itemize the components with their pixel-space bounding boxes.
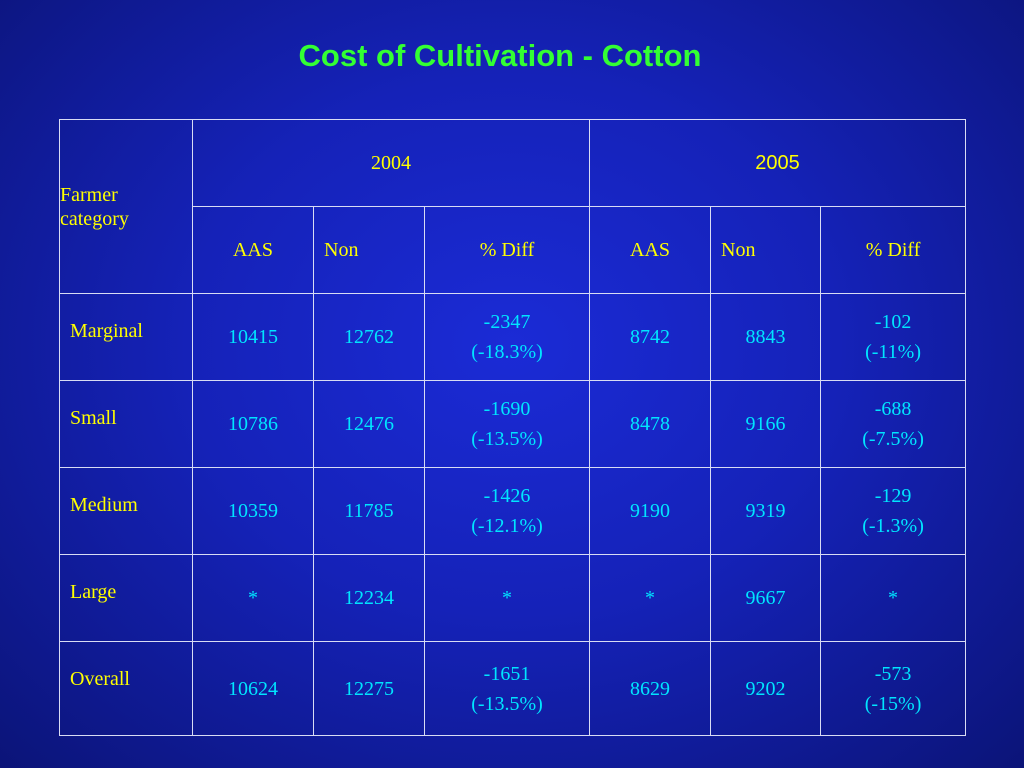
diff-percent: (-13.5%) xyxy=(471,428,543,450)
diff-value: -129 xyxy=(874,485,912,507)
diff-value: -1426 xyxy=(483,485,531,507)
cell-aas-2005: 8629 xyxy=(589,641,712,736)
cell-aas-2004: 10415 xyxy=(192,293,314,381)
subheader-diff-2004: % Diff xyxy=(423,206,591,294)
cost-table: Farmer category 2004 2005 AAS Non % Diff… xyxy=(59,119,967,736)
cell-non-2004: 12476 xyxy=(313,380,425,468)
cell-non-2004: 12234 xyxy=(313,554,425,642)
cell-diff-2005: -573 (-15%) xyxy=(820,641,967,736)
diff-value: -1651 xyxy=(483,662,531,685)
diff-value: -102 xyxy=(874,311,912,333)
cell-aas-2005: 8742 xyxy=(589,293,712,381)
diff-percent: (-18.3%) xyxy=(471,341,543,363)
cell-diff-2004: -1651 (-13.5%) xyxy=(423,641,591,736)
diff-percent: (-15%) xyxy=(864,692,922,715)
farmer-category-header: Farmer category xyxy=(59,119,193,294)
cell-aas-2005: 8478 xyxy=(589,380,712,468)
subheader-row: AAS Non % Diff AAS Non % Diff xyxy=(60,206,967,294)
cell-non-2004: 11785 xyxy=(313,467,425,555)
table-row: Large * 12234 * * 9667 * xyxy=(59,554,967,642)
cell-non-2005: 9166 xyxy=(710,380,822,468)
subheader-aas-2004: AAS xyxy=(192,206,314,294)
cell-aas-2004: * xyxy=(192,554,314,642)
row-label-medium: Medium xyxy=(59,467,193,555)
subheader-aas-2005: AAS xyxy=(589,206,712,294)
diff-percent: (-13.5%) xyxy=(471,692,543,715)
row-label-overall: Overall xyxy=(59,641,193,736)
cell-non-2004: 12762 xyxy=(313,293,425,381)
cell-diff-2004: -2347 (-18.3%) xyxy=(423,293,591,381)
subheader-non-2004: Non xyxy=(313,206,425,294)
row-label-large: Large xyxy=(59,554,193,642)
diff-percent: (-1.3%) xyxy=(862,515,924,537)
cell-aas-2004: 10359 xyxy=(192,467,314,555)
year-header-2004: 2004 xyxy=(191,119,591,207)
subheader-non-2005: Non xyxy=(710,206,822,294)
cell-diff-2004: -1426 (-12.1%) xyxy=(423,467,591,555)
slide-title: Cost of Cultivation - Cotton xyxy=(298,38,702,73)
diff-value: -573 xyxy=(874,662,912,685)
cell-aas-2005: * xyxy=(589,554,712,642)
cell-diff-2004: * xyxy=(423,554,591,642)
diff-percent: (-7.5%) xyxy=(862,428,924,450)
subheader-diff-2005: % Diff xyxy=(820,206,967,294)
table-row: Small 10786 12476 -1690 (-13.5%) 8478 916… xyxy=(59,380,967,468)
table-row: Overall 10624 12275 -1651 (-13.5%) 8629 9… xyxy=(59,641,967,736)
table-row: Marginal 10415 12762 -2347 (-18.3%) 8742 … xyxy=(59,293,967,381)
cell-non-2005: 9667 xyxy=(710,554,822,642)
cell-aas-2004: 10624 xyxy=(192,641,314,736)
row-label-small: Small xyxy=(59,380,193,468)
cell-aas-2005: 9190 xyxy=(589,467,712,555)
cell-non-2005: 9319 xyxy=(710,467,822,555)
cell-aas-2004: 10786 xyxy=(192,380,314,468)
cell-non-2005: 8843 xyxy=(710,293,822,381)
cell-non-2005: 9202 xyxy=(710,641,822,736)
cell-non-2004: 12275 xyxy=(313,641,425,736)
year-header-row: Farmer category 2004 2005 xyxy=(59,119,967,294)
table-row: Medium 10359 11785 -1426 (-12.1%) 9190 93… xyxy=(59,467,967,555)
diff-percent: (-11%) xyxy=(865,341,921,363)
diff-percent: (-12.1%) xyxy=(471,515,543,537)
farmer-category-header-line2: category xyxy=(60,207,129,230)
cell-diff-2005: -688 (-7.5%) xyxy=(820,380,967,468)
cell-diff-2005: -102 (-11%) xyxy=(820,293,967,381)
cell-diff-2005: * xyxy=(820,554,967,642)
year-header-2005: 2005 xyxy=(589,119,967,207)
diff-value: -2347 xyxy=(483,311,531,333)
diff-value: -1690 xyxy=(483,398,531,420)
diff-value: -688 xyxy=(874,398,912,420)
cell-diff-2005: -129 (-1.3%) xyxy=(820,467,967,555)
row-label-marginal: Marginal xyxy=(59,293,193,381)
farmer-category-header-line1: Farmer xyxy=(60,183,118,206)
cell-diff-2004: -1690 (-13.5%) xyxy=(423,380,591,468)
